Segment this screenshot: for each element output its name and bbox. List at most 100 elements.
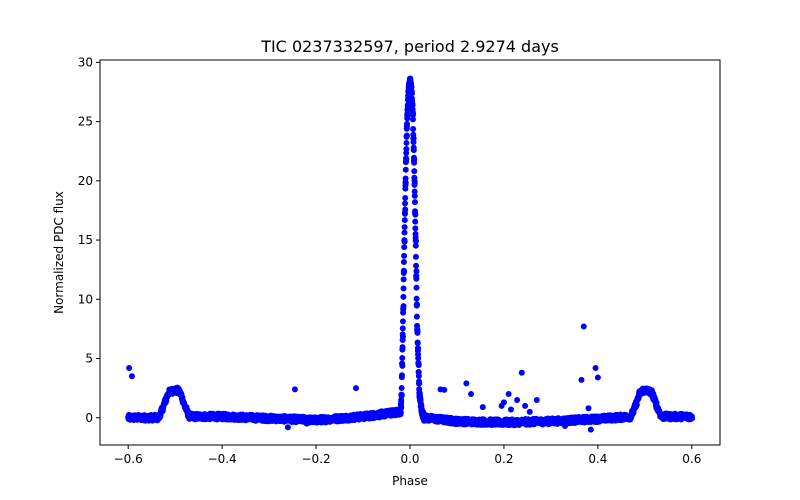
data-point: [592, 365, 599, 371]
data-point: [403, 139, 410, 146]
data-point: [400, 285, 407, 292]
data-point: [399, 331, 406, 338]
y-axis-label: Normalized PDC flux: [52, 191, 66, 314]
data-point: [408, 88, 415, 95]
data-point: [401, 229, 408, 236]
data-point: [585, 405, 592, 412]
data-point: [303, 420, 310, 427]
data-point: [403, 146, 410, 153]
data-point: [633, 401, 640, 408]
data-point: [410, 139, 417, 146]
data-point: [404, 120, 411, 127]
data-point: [411, 188, 418, 195]
data-point: [402, 175, 409, 182]
data-point: [398, 372, 405, 379]
data-point: [413, 284, 420, 291]
data-point: [514, 396, 521, 403]
data-point: [401, 224, 408, 231]
data-point: [594, 374, 601, 381]
data-point: [522, 402, 529, 409]
data-point: [402, 195, 409, 202]
data-point: [413, 295, 420, 302]
data-point: [398, 398, 405, 405]
data-point: [416, 380, 423, 387]
data-point: [409, 109, 416, 116]
data-point: [505, 391, 512, 398]
data-point: [412, 231, 419, 238]
data-point: [399, 344, 406, 351]
data-point: [412, 218, 419, 225]
y-tick-label: 10: [78, 292, 93, 306]
data-point: [403, 157, 410, 164]
data-point: [413, 313, 420, 320]
data-point: [401, 210, 408, 217]
x-tick-label: 0.4: [588, 452, 607, 466]
data-point: [420, 416, 427, 423]
data-point: [410, 147, 417, 154]
data-point: [404, 115, 411, 122]
data-point: [399, 318, 406, 325]
x-tick-label: −0.2: [301, 452, 330, 466]
data-point: [400, 293, 407, 300]
data-point: [400, 305, 407, 312]
data-point: [399, 325, 406, 332]
x-axis-label: Phase: [392, 474, 428, 488]
data-point: [413, 262, 420, 269]
data-point: [413, 275, 420, 282]
data-point: [352, 385, 359, 392]
data-point: [398, 391, 405, 398]
data-point: [417, 396, 424, 403]
data-point: [415, 360, 422, 367]
data-point: [410, 125, 417, 132]
data-point: [401, 237, 408, 244]
y-axis: 0 5 10 15 20 25 30: [78, 55, 100, 425]
y-tick-label: 15: [78, 233, 93, 247]
data-point: [399, 360, 406, 367]
data-point: [397, 409, 404, 416]
data-point: [400, 269, 407, 276]
data-point: [403, 133, 410, 140]
data-point: [412, 225, 419, 232]
data-point: [411, 168, 418, 175]
data-point: [284, 424, 291, 431]
data-point: [410, 154, 417, 161]
y-tick-label: 0: [85, 411, 93, 425]
data-point: [441, 386, 448, 393]
data-point: [412, 242, 419, 249]
data-point: [411, 181, 418, 188]
data-point: [412, 237, 419, 244]
data-point: [126, 365, 133, 371]
data-point: [412, 253, 419, 260]
data-point: [415, 355, 422, 362]
data-point: [128, 373, 135, 380]
data-point: [404, 110, 411, 117]
y-tick-label: 25: [78, 115, 93, 129]
x-axis: −0.6 −0.4 −0.2 0.0 0.2 0.4 0.6: [114, 445, 701, 466]
data-point: [402, 200, 409, 207]
data-point: [689, 415, 696, 422]
data-point: [413, 301, 420, 308]
data-point: [414, 345, 421, 352]
data-point: [402, 182, 409, 189]
data-point: [401, 244, 408, 251]
data-point: [415, 372, 422, 379]
x-tick-label: 0.0: [400, 452, 419, 466]
data-point: [409, 101, 416, 108]
y-tick-label: 5: [85, 352, 93, 366]
x-tick-label: 0.2: [494, 452, 513, 466]
data-point: [411, 159, 418, 166]
data-point: [401, 252, 408, 259]
data-point: [402, 166, 409, 173]
data-point: [580, 323, 587, 330]
data-point: [398, 385, 405, 392]
chart-title: TIC 0237332597, period 2.9274 days: [260, 37, 559, 56]
y-tick-label: 30: [78, 55, 93, 69]
data-point: [518, 369, 525, 376]
data-point: [420, 411, 427, 418]
data-point: [411, 199, 418, 206]
data-point: [578, 376, 585, 383]
data-point: [400, 309, 407, 316]
data-point: [413, 268, 420, 275]
